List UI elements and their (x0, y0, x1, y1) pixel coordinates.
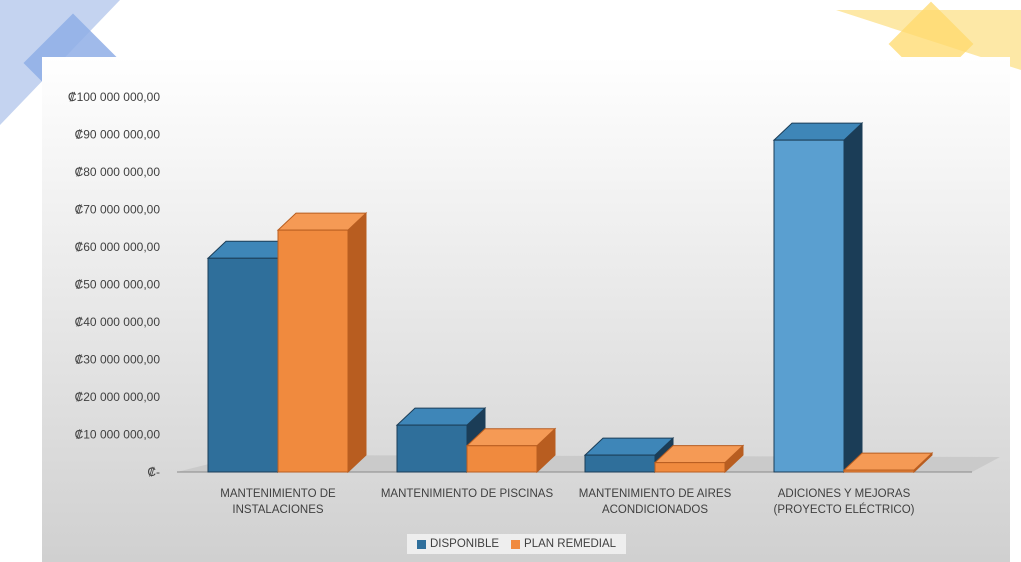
chart-panel: ₡- ₡10 000 000,00 ₡20 000 000,00 ₡30 000 00… (42, 57, 1010, 562)
y-tick-label: ₡50 000 000,00 (75, 278, 161, 292)
bar-plan-remedial-1 (276, 211, 368, 474)
bar-front-face (396, 424, 468, 473)
legend-item-plan-remedial: PLAN REMEDIAL (511, 538, 616, 550)
y-tick-label: ₡70 000 000,00 (75, 203, 161, 217)
y-tick-label: ₡30 000 000,00 (75, 353, 161, 367)
category-label: INSTALACIONES (232, 504, 323, 516)
y-tick-label: ₡40 000 000,00 (75, 315, 161, 329)
legend-label: DISPONIBLE (430, 538, 500, 550)
category-label: ACONDICIONADOS (602, 504, 708, 516)
category-label: MANTENIMIENTO DE (220, 488, 336, 500)
legend-swatch (417, 539, 426, 549)
bar-front-face (466, 445, 538, 473)
bar-disponible-2 (395, 406, 487, 474)
y-tick-label: ₡20 000 000,00 (75, 390, 161, 404)
category-label: ADICIONES Y MEJORAS (778, 488, 911, 500)
y-tick-label: ₡80 000 000,00 (75, 165, 161, 179)
chart-legend: DISPONIBLE PLAN REMEDIAL (407, 534, 627, 554)
bar-chart-3d: ₡- ₡10 000 000,00 ₡20 000 000,00 ₡30 000 00… (68, 90, 1000, 516)
category-label: MANTENIMIENTO DE PISCINAS (381, 488, 554, 500)
bar-front-face (654, 462, 726, 473)
bar-plan-remedial-3 (653, 444, 745, 474)
bar-disponible-4 (772, 121, 864, 474)
y-tick-label: ₡10 000 000,00 (75, 428, 161, 442)
bar-front-face (207, 257, 279, 473)
bar-plan-remedial-2 (465, 427, 557, 474)
legend-item-disponible: DISPONIBLE (417, 538, 499, 550)
bar-side-face (347, 211, 367, 474)
legend-label: PLAN REMEDIAL (524, 538, 617, 550)
y-tick-label: ₡60 000 000,00 (75, 240, 161, 254)
bar-front-face (773, 139, 845, 473)
legend-swatch (511, 539, 521, 549)
category-label: (PROYECTO ELÉCTRICO) (774, 503, 915, 516)
bar-front-face (277, 229, 349, 473)
bar-side-face (843, 121, 863, 474)
y-tick-label: ₡- (147, 465, 160, 479)
bar-front-face (584, 454, 656, 473)
category-label: MANTENIMIENTO DE AIRES (579, 488, 732, 500)
y-tick-label: ₡90 000 000,00 (75, 128, 161, 142)
bar-front-face (843, 469, 915, 473)
bar-plan-remedial-4 (842, 451, 934, 474)
y-tick-label: ₡100 000 000,00 (68, 90, 160, 104)
